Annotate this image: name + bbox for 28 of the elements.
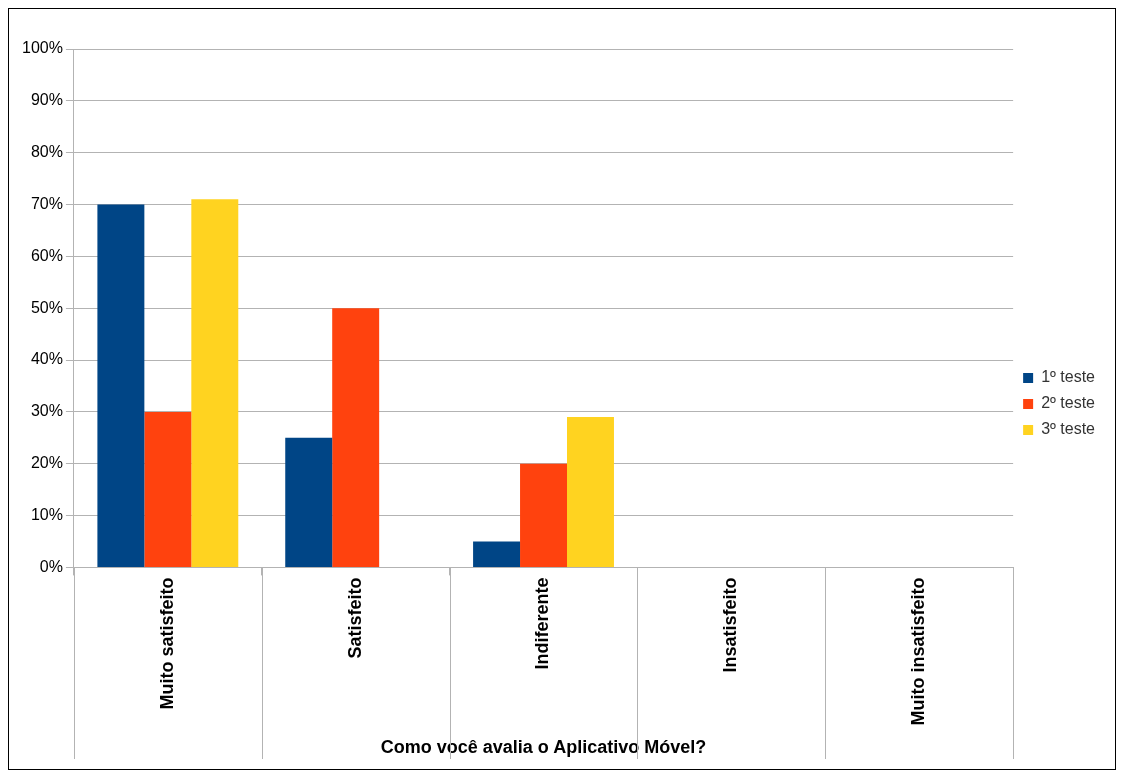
legend-label: 3º teste [1041,420,1096,438]
y-tick-label: 50% [30,298,63,316]
bar [191,199,239,567]
y-tick-label: 10% [30,505,63,523]
y-tick-label: 0% [39,557,63,575]
y-tick-label: 20% [30,454,63,472]
x-tick-label: Satisfeito [344,577,365,659]
x-tick-label: Muito satisfeito [156,577,177,710]
bar [520,463,567,567]
y-tick-label: 90% [30,91,63,109]
y-tick-label: 40% [30,350,63,368]
bar [97,204,145,567]
bar [567,417,614,567]
bar [473,541,521,567]
bar [332,308,380,567]
legend-label: 1º teste [1041,368,1096,386]
y-tick-label: 30% [30,402,63,420]
x-axis-title: Como você avalia o Aplicativo Móvel? [380,737,707,758]
x-tick-label: Muito insatisfeito [908,577,929,726]
x-tick-label: Indiferente [532,577,553,670]
y-tick-label: 100% [22,39,63,57]
x-tick-label: Insatisfeito [720,577,741,673]
bar [144,411,192,567]
legend-label: 2º teste [1041,394,1096,412]
y-tick-label: 60% [30,246,63,264]
y-tick-label: 80% [30,143,63,161]
y-tick-label: 70% [30,194,63,212]
bar [285,437,333,567]
